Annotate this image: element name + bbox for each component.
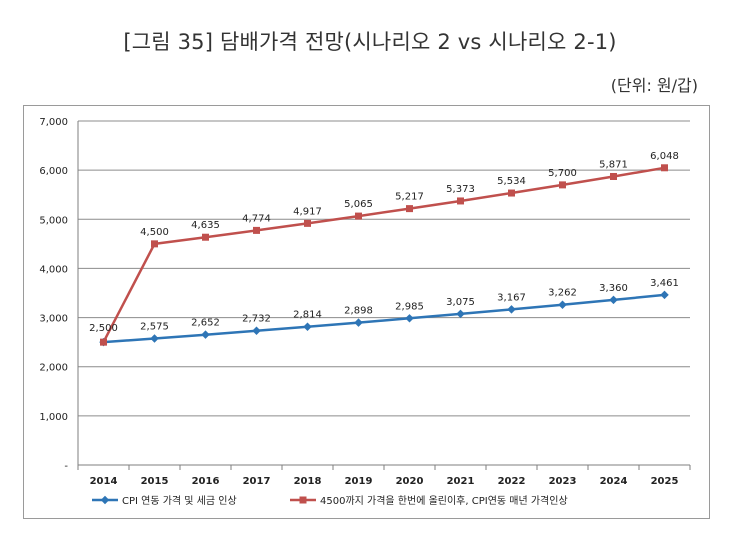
data-label-series-1: 2,814 bbox=[293, 310, 322, 321]
x-tick-label: 2017 bbox=[243, 476, 271, 487]
data-point-series-1 bbox=[201, 330, 210, 339]
legend-label-series-1: CPI 연동 가격 및 세금 인상 bbox=[122, 496, 237, 507]
data-point-series-1 bbox=[303, 322, 312, 331]
data-label-series-1: 2,652 bbox=[191, 318, 220, 329]
data-label-series-2: 5,065 bbox=[344, 199, 373, 210]
y-tick-label: 7,000 bbox=[39, 117, 68, 128]
data-point-series-1 bbox=[558, 300, 567, 309]
data-point-series-1 bbox=[150, 334, 159, 343]
data-point-series-2 bbox=[253, 226, 260, 234]
data-label-series-2: 2,500 bbox=[89, 323, 118, 334]
data-point-series-1 bbox=[354, 318, 363, 327]
y-tick-label: 1,000 bbox=[39, 412, 68, 423]
unit-label: (단위: 원/갑) bbox=[610, 76, 698, 95]
data-point-series-2 bbox=[508, 189, 515, 197]
x-tick-label: 2015 bbox=[141, 476, 169, 487]
data-point-series-2 bbox=[610, 172, 617, 180]
data-label-series-1: 2,898 bbox=[344, 306, 373, 317]
legend-item-series-2: 4500까지 가격을 한번에 올린이후, CPI연동 매년 가격인상 bbox=[290, 492, 568, 507]
data-label-series-2: 6,048 bbox=[650, 151, 679, 162]
data-label-series-2: 4,500 bbox=[140, 227, 169, 238]
x-tick-label: 2025 bbox=[651, 476, 679, 487]
y-tick-label: 2,000 bbox=[39, 363, 68, 374]
data-point-series-1 bbox=[456, 309, 465, 319]
chart-legend: CPI 연동 가격 및 세금 인상 4500까지 가격을 한번에 올린이후, C… bbox=[0, 492, 740, 512]
data-point-series-1 bbox=[252, 326, 261, 335]
data-label-series-2: 5,534 bbox=[497, 176, 526, 187]
data-point-series-1 bbox=[507, 305, 516, 314]
data-label-series-1: 2,732 bbox=[242, 314, 271, 325]
data-point-series-2 bbox=[202, 233, 209, 241]
y-tick-label: 5,000 bbox=[39, 215, 68, 226]
chart-frame bbox=[23, 105, 710, 519]
data-point-series-1 bbox=[609, 295, 618, 305]
data-label-series-1: 3,262 bbox=[548, 288, 577, 299]
data-label-series-1: 3,360 bbox=[599, 283, 628, 294]
data-point-series-1 bbox=[660, 290, 669, 300]
x-tick-label: 2022 bbox=[498, 476, 526, 487]
data-point-series-2 bbox=[304, 219, 311, 227]
legend-label-series-2: 4500까지 가격을 한번에 올린이후, CPI연동 매년 가격인상 bbox=[320, 496, 568, 507]
data-label-series-2: 5,700 bbox=[548, 168, 577, 179]
legend-item-series-1: CPI 연동 가격 및 세금 인상 bbox=[92, 492, 237, 507]
y-tick-label: 6,000 bbox=[39, 166, 68, 177]
y-tick-label: - bbox=[64, 461, 68, 472]
data-point-series-2 bbox=[151, 240, 158, 248]
data-point-series-2 bbox=[457, 197, 464, 205]
x-tick-label: 2014 bbox=[90, 476, 118, 487]
data-point-series-2 bbox=[661, 164, 668, 172]
data-label-series-2: 5,871 bbox=[599, 159, 628, 170]
y-tick-label: 4,000 bbox=[39, 264, 68, 275]
x-tick-label: 2021 bbox=[447, 476, 475, 487]
x-tick-label: 2023 bbox=[549, 476, 577, 487]
data-label-series-1: 3,075 bbox=[446, 297, 475, 308]
x-tick-label: 2019 bbox=[345, 476, 373, 487]
data-point-series-2 bbox=[559, 181, 566, 189]
figure-title: [그림 35] 담배가격 전망(시나리오 2 vs 시나리오 2-1) bbox=[123, 30, 617, 54]
x-tick-label: 2018 bbox=[294, 476, 322, 487]
data-point-series-2 bbox=[100, 338, 107, 346]
data-point-series-2 bbox=[406, 205, 413, 213]
legend-swatch-series-2 bbox=[290, 496, 316, 503]
data-label-series-1: 2,985 bbox=[395, 301, 424, 312]
data-label-series-1: 3,167 bbox=[497, 292, 526, 303]
series-line-2 bbox=[102, 166, 665, 343]
x-tick-label: 2020 bbox=[396, 476, 424, 487]
data-point-series-1 bbox=[405, 314, 414, 323]
data-label-series-1: 3,461 bbox=[650, 278, 679, 289]
legend-swatch-series-1 bbox=[92, 495, 118, 504]
data-point-series-2 bbox=[355, 212, 362, 220]
data-label-series-1: 2,575 bbox=[140, 321, 169, 332]
data-label-series-2: 5,217 bbox=[395, 192, 424, 203]
x-tick-label: 2016 bbox=[192, 476, 220, 487]
y-tick-label: 3,000 bbox=[39, 314, 68, 325]
data-label-series-2: 4,917 bbox=[293, 206, 322, 217]
data-label-series-2: 5,373 bbox=[446, 184, 475, 195]
series-line-1 bbox=[103, 293, 665, 344]
data-label-series-2: 4,635 bbox=[191, 220, 220, 231]
x-tick-label: 2024 bbox=[600, 476, 628, 487]
data-label-series-2: 4,774 bbox=[242, 213, 271, 224]
